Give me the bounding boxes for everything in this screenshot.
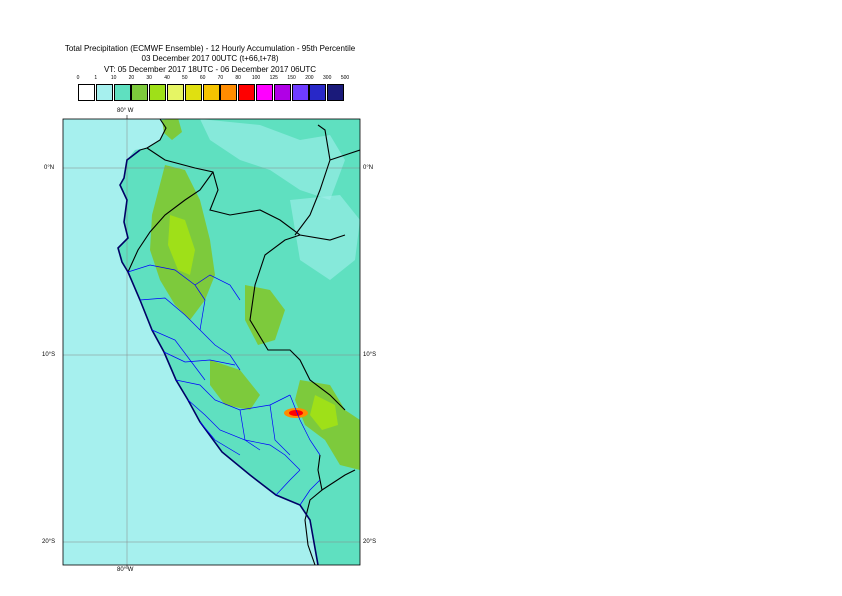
legend-swatch <box>184 84 202 101</box>
legend-tick-label: 30 <box>146 75 152 81</box>
legend-swatch <box>78 84 95 101</box>
legend-swatch <box>167 84 184 101</box>
legend-swatch <box>113 84 131 101</box>
admin-boundaries <box>127 264 321 506</box>
map-title: Total Precipitation (ECMWF Ensemble) - 1… <box>64 44 356 53</box>
legend-swatch <box>149 84 167 101</box>
precip-zone-strong <box>168 215 195 275</box>
country-borders <box>127 119 360 565</box>
legend-tick-label: 150 <box>287 75 296 81</box>
legend-swatch <box>309 84 327 101</box>
legend-swatch <box>291 84 309 101</box>
legend-tick-label: 100 <box>251 75 261 81</box>
gridlines <box>63 119 360 565</box>
lat-label-right: 20°S <box>363 539 377 545</box>
precip-band-light <box>290 195 360 280</box>
legend-tick-label: 40 <box>164 75 170 81</box>
coastline <box>117 149 319 565</box>
legend-tick-label: 0 <box>76 75 80 81</box>
legend-swatch <box>131 84 149 101</box>
legend-tick-label: 1 <box>94 75 98 81</box>
lat-label-left: 20°S <box>42 539 56 545</box>
legend-tick-label: 50 <box>182 75 188 81</box>
precip-zone-moderate <box>162 119 182 140</box>
legend-tick-label: 60 <box>199 75 206 81</box>
map-frame <box>62 118 361 566</box>
lat-label-right: 10°S <box>363 352 377 358</box>
legend-swatch <box>220 84 238 101</box>
legend-tick-label: 10 <box>110 75 117 81</box>
precip-band-light <box>200 119 345 200</box>
legend-tick-label: 70 <box>217 75 224 81</box>
valid-time: VT: 05 December 2017 18UTC - 06 December… <box>103 65 317 74</box>
lat-label-right: 0°N <box>363 165 374 171</box>
precip-zone-moderate <box>210 360 260 410</box>
precip-zone-strong <box>310 395 338 430</box>
lat-label-left: 10°S <box>42 352 56 358</box>
legend-swatch <box>327 84 345 101</box>
legend-swatch <box>202 84 220 101</box>
legend-swatch <box>273 84 291 101</box>
legend-swatch <box>95 84 113 101</box>
base-time: 03 December 2017 00UTC (t+66,t+78) <box>141 54 279 63</box>
legend-swatch <box>256 84 273 101</box>
lat-label-left: 0°N <box>44 165 55 171</box>
precip-maximum-inner <box>289 410 303 416</box>
legend-swatch <box>238 84 256 101</box>
precip-zone-moderate <box>245 285 285 345</box>
legend-tick-label: 125 <box>269 75 278 81</box>
legend-tick-label: 80 <box>235 75 241 81</box>
legend-tick-label: 200 <box>305 75 314 81</box>
legend-tick-label: 20 <box>128 75 135 81</box>
lon-label-bottom: 80° W <box>117 567 134 573</box>
legend-tick-label: 500 <box>340 75 350 81</box>
legend-tick-label: 300 <box>323 75 332 81</box>
lon-label-top: 80° W <box>117 108 134 114</box>
